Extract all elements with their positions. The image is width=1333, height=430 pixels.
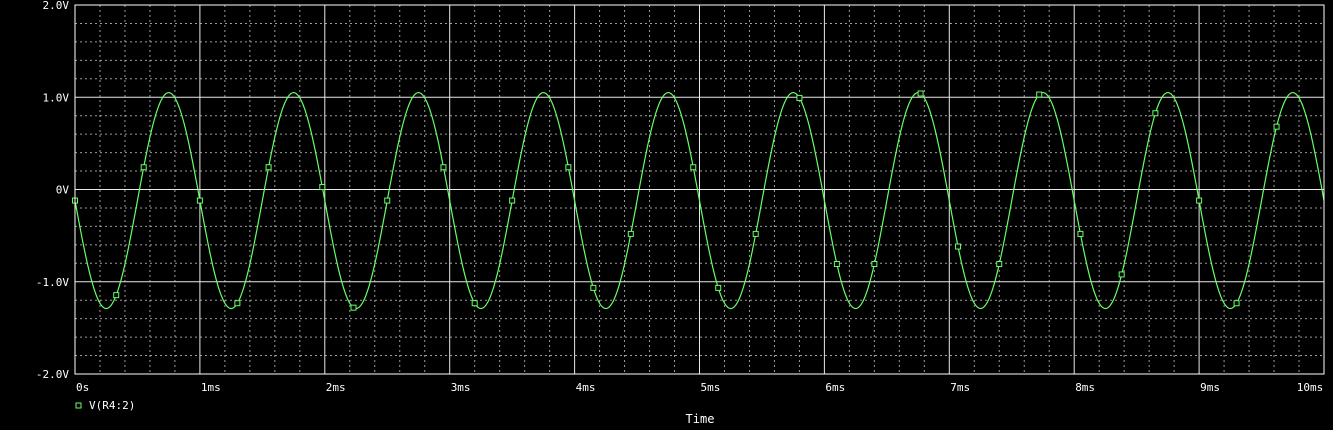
x-tick-label: 7ms [950,381,970,394]
y-tick-label: -2.0V [36,368,69,381]
data-marker [996,261,1003,268]
data-marker [752,230,759,237]
series-layer [72,90,1325,311]
data-marker [690,164,697,171]
x-tick-label: 4ms [576,381,596,394]
data-marker [955,243,962,250]
data-marker [715,284,722,291]
data-marker [1036,91,1043,98]
data-marker [196,197,203,204]
data-marker [265,164,272,171]
data-marker [1233,300,1240,307]
data-marker [871,261,878,268]
x-tick-label: 0s [76,381,89,394]
x-tick-label: 5ms [701,381,721,394]
data-marker [1152,110,1159,117]
series-line [74,92,1325,310]
data-marker [1118,271,1125,278]
legend-marker-icon [75,402,82,409]
x-tick-label: 2ms [326,381,346,394]
data-marker [350,304,357,311]
data-marker [440,164,447,171]
data-marker [113,292,120,299]
data-marker [917,90,924,97]
x-tick-label: 10ms [1297,381,1324,394]
data-marker [1077,230,1084,237]
data-marker [509,197,516,204]
plot-frame [74,4,1325,375]
data-marker [140,164,147,171]
tick-labels: 0s 1ms 2ms 3ms 4ms 5ms 6ms 7ms 8ms 9ms 10ms 2.0V 1.0… [36,0,1323,394]
data-marker [471,300,478,307]
legend-label: V(R4:2) [89,399,135,412]
x-tick-label: 1ms [201,381,221,394]
grid [74,4,1325,375]
x-tick-label: 3ms [451,381,471,394]
data-marker [565,164,572,171]
data-marker [319,184,326,191]
x-tick-label: 8ms [1075,381,1095,394]
data-marker [384,197,391,204]
y-tick-label: 2.0V [43,0,70,12]
y-tick-label: 0V [56,184,70,197]
x-axis-title: Time [686,412,715,426]
x-tick-label: 6ms [825,381,845,394]
data-marker [1196,197,1203,204]
data-marker [796,94,803,101]
data-marker [833,261,840,268]
legend: V(R4:2) [75,399,135,412]
data-marker [627,230,634,237]
data-marker [590,284,597,291]
y-tick-label: 1.0V [43,91,70,104]
y-tick-label: -1.0V [36,276,69,289]
data-marker [1273,123,1280,130]
x-tick-label: 9ms [1200,381,1220,394]
data-marker [234,300,241,307]
